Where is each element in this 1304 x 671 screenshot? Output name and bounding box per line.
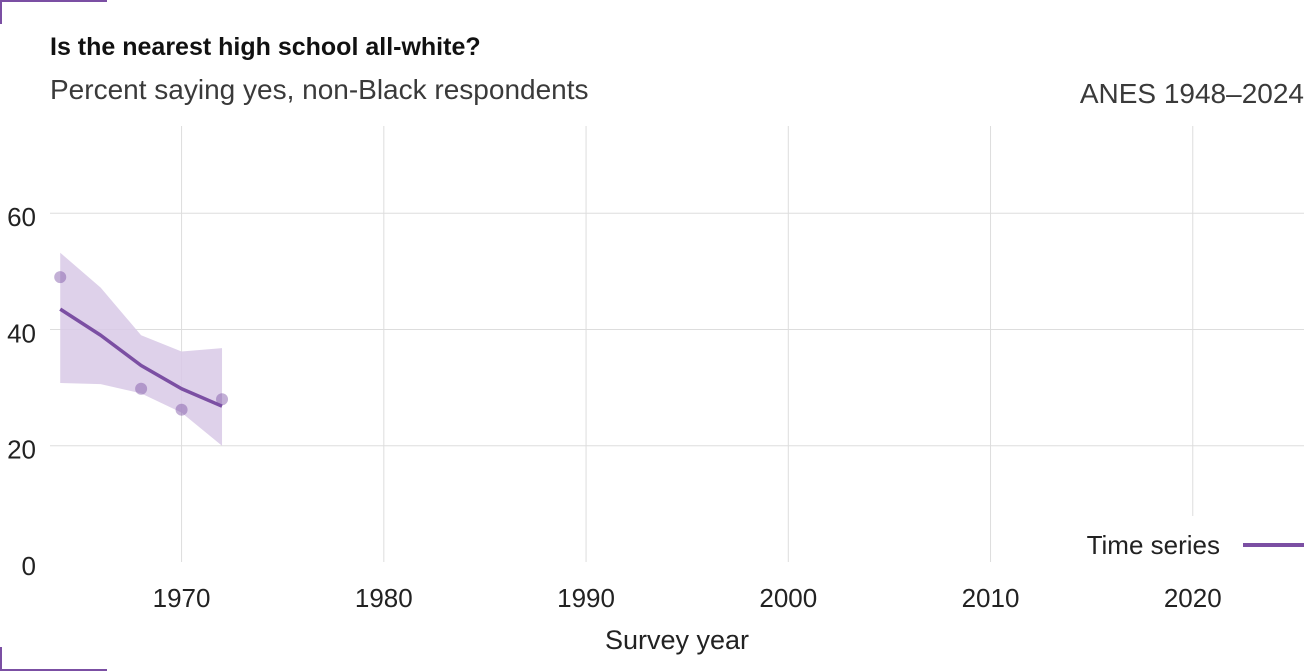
chart-title: Is the nearest high school all-white? — [50, 33, 481, 61]
chart-subtitle: Percent saying yes, non-Black respondent… — [50, 74, 589, 105]
frame-corner-bottom-left — [0, 647, 107, 671]
x-tick-label-1990: 1990 — [557, 583, 615, 613]
x-tick-label-2020: 2020 — [1164, 583, 1222, 613]
data-point-1968 — [135, 382, 148, 395]
y-tick-label-20: 20 — [7, 435, 36, 465]
x-tick-label-1980: 1980 — [355, 583, 413, 613]
frame-corner-top-left — [0, 0, 107, 24]
data-point-1972 — [216, 393, 229, 406]
y-tick-label-0: 0 — [22, 551, 36, 581]
x-tick-labels: 1970 1980 1990 2000 2010 2020 — [153, 583, 1222, 613]
legend-label: Time series — [1087, 530, 1220, 560]
trend-line — [59, 307, 223, 408]
x-tick-label-1970: 1970 — [153, 583, 211, 613]
x-tick-label-2010: 2010 — [962, 583, 1020, 613]
trend-line-layer — [59, 307, 223, 408]
confidence-band — [60, 252, 223, 446]
data-points-layer — [54, 271, 229, 416]
data-point-1970 — [175, 403, 188, 416]
data-point-1964 — [54, 271, 67, 284]
y-tick-label-60: 60 — [7, 202, 36, 232]
x-tick-label-2000: 2000 — [759, 583, 817, 613]
vertical-gridlines — [181, 126, 1194, 562]
y-tick-labels: 0 20 40 60 — [7, 202, 36, 581]
confidence-band-layer — [60, 252, 223, 446]
x-axis-label: Survey year — [605, 625, 749, 655]
horizontal-gridlines — [50, 212, 1304, 447]
chart-source: ANES 1948–2024 — [1079, 78, 1304, 109]
y-tick-label-40: 40 — [7, 318, 36, 348]
